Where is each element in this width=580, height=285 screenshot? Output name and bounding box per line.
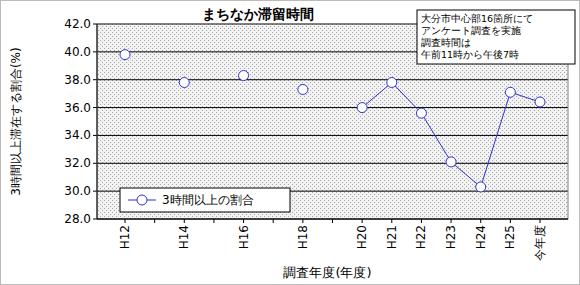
annotation-box [417,10,575,64]
x-tick [273,219,274,223]
y-tick-label: 36.0 [64,101,91,115]
y-tick-label: 42.0 [64,17,91,31]
y-tick-label: 40.0 [64,45,91,59]
y-tick [93,135,97,136]
x-tick [243,219,244,223]
plot-area [97,24,568,219]
point [505,87,515,97]
annotation-text: アンケート調査を実施 [421,25,521,36]
point [416,108,426,118]
legend-label: 3時間以上の割合 [162,193,254,207]
x-tick [184,219,185,223]
point [239,71,249,81]
series-group [120,50,545,192]
point [446,157,456,167]
x-tick [510,219,511,223]
chart-frame [1,1,580,285]
point [476,182,486,192]
legend-box [120,188,290,212]
x-tick [213,219,214,223]
y-tick-label: 38.0 [64,73,91,87]
y-tick-label: 34.0 [64,128,91,142]
x-tick-label: H21 [385,225,399,249]
grid-line [97,107,568,108]
point [387,78,397,88]
x-tick-label: H18 [296,225,310,249]
y-tick [93,24,97,25]
x-tick-label: 今年度 [533,225,547,261]
y-tick [93,79,97,80]
y-tick [93,219,97,220]
point [179,78,189,88]
y-tick [93,191,97,192]
series-line [362,83,540,187]
y-tick [93,107,97,108]
y-axis-label: 3時間以上滞在する割合(%) [9,47,23,195]
y-axis [97,24,98,219]
x-tick [154,219,155,223]
x-tick-label: H14 [177,225,191,249]
x-tick-label: H12 [118,225,132,249]
annotation-text: 調査時間は [421,37,471,48]
x-tick [362,219,363,223]
annotation-text: 午前11時から午後7時 [421,49,519,60]
x-tick [451,219,452,223]
y-tick [93,51,97,52]
x-tick-label: H25 [503,225,517,249]
x-tick-label: H22 [414,225,428,249]
x-tick [125,219,126,223]
point [357,103,367,113]
x-tick [302,219,303,223]
title: まちなか滞留時間 [202,6,314,22]
x-tick [391,219,392,223]
y-tick-label: 30.0 [64,184,91,198]
x-tick-label: H23 [444,225,458,249]
x-axis-label: 調査年度(年度) [283,265,371,280]
plot-frame [97,24,568,219]
x-tick-label: H16 [237,225,251,249]
y-tick [93,163,97,164]
point [120,50,130,60]
grid-line [97,163,568,164]
x-tick [421,219,422,223]
x-tick-label: H24 [474,225,488,249]
chart: 28.0 30.0 32.0 34.0 36.0 38.0 40.0 42.0 H12 H14 H1… [0,0,580,285]
point [535,97,545,107]
grid-line [97,79,568,80]
x-tick [480,219,481,223]
annotation-text: 大分市中心部16箇所にて [421,13,533,24]
y-tick-label: 28.0 [64,212,91,226]
legend-marker [137,195,147,205]
x-tick [540,219,541,223]
y-tick-label: 32.0 [64,156,91,170]
x-tick [332,219,333,223]
point [298,84,308,94]
x-tick-label: H20 [355,225,369,249]
